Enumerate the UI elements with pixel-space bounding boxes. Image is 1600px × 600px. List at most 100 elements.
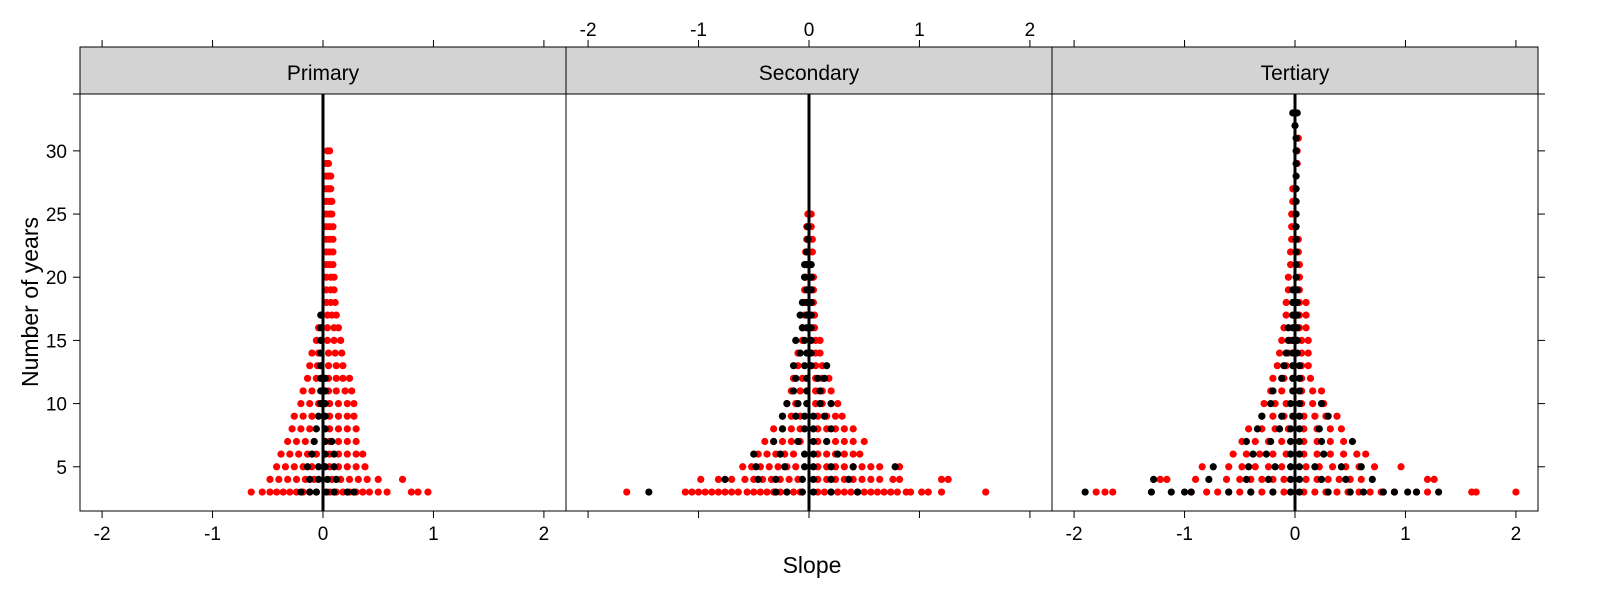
data-point-black	[1317, 399, 1326, 408]
data-point-black	[854, 488, 862, 496]
data-point-black	[1282, 349, 1290, 357]
data-point-red	[352, 450, 360, 458]
data-point-red	[937, 475, 946, 484]
data-point-red	[1191, 475, 1200, 484]
data-point-black	[312, 488, 320, 496]
data-point-red	[765, 463, 773, 471]
x-tick-label-top: 2	[1025, 20, 1036, 41]
data-point-red	[288, 425, 296, 433]
data-point-red	[721, 488, 729, 496]
data-point-red	[893, 488, 901, 496]
strip-background	[79, 46, 567, 95]
data-point-black	[1295, 374, 1304, 382]
data-point-black	[1269, 387, 1277, 395]
data-point-black	[1359, 488, 1368, 496]
data-point-black	[1242, 475, 1250, 484]
data-point-red	[329, 235, 337, 243]
data-point-black	[1311, 463, 1319, 471]
data-point-black	[1286, 475, 1295, 484]
data-point-red	[858, 475, 866, 484]
data-point-red	[343, 412, 351, 420]
data-point-red	[856, 450, 864, 458]
x-tick-label-top: 0	[804, 20, 815, 41]
data-point-black	[1295, 475, 1304, 484]
data-point-black	[752, 463, 760, 471]
data-point-black	[849, 463, 857, 471]
data-point-red	[1313, 450, 1321, 458]
data-point-red	[714, 475, 723, 484]
data-point-red	[1357, 475, 1365, 484]
data-point-black	[1286, 463, 1295, 471]
points-secondary	[623, 210, 990, 496]
data-point-black	[800, 336, 809, 345]
panel-tertiary: Tertiary	[1051, 46, 1539, 512]
data-point-red	[383, 488, 391, 496]
data-point-red	[796, 387, 804, 395]
data-point-red	[770, 425, 778, 433]
data-point-black	[783, 399, 791, 408]
y-tick-label: 10	[46, 395, 67, 416]
data-point-red	[329, 260, 337, 269]
data-point-red	[739, 463, 747, 471]
data-point-black	[1267, 399, 1275, 408]
data-point-black	[1324, 488, 1332, 496]
data-point-red	[308, 349, 316, 357]
data-point-red	[1337, 425, 1345, 433]
data-point-black	[891, 463, 899, 471]
data-point-red	[345, 374, 354, 382]
data-point-red	[918, 488, 926, 496]
data-point-red	[1214, 488, 1222, 496]
data-point-red	[334, 399, 343, 408]
data-point-red	[867, 475, 875, 484]
data-point-black	[1180, 488, 1189, 496]
data-point-red	[1430, 475, 1438, 484]
data-point-black	[1286, 425, 1295, 433]
data-point-red	[1366, 488, 1374, 496]
data-point-red	[328, 197, 336, 206]
data-point-black	[1295, 362, 1304, 370]
data-point-black	[1412, 488, 1421, 496]
data-point-black	[1247, 488, 1255, 496]
data-point-red	[407, 488, 415, 496]
data-point-red	[924, 488, 932, 496]
data-point-red	[329, 248, 337, 256]
data-point-red	[840, 425, 848, 433]
x-tick-label: -2	[94, 524, 111, 545]
data-point-red	[849, 450, 857, 458]
data-point-red	[831, 412, 840, 420]
data-point-red	[330, 286, 338, 294]
data-point-black	[1286, 488, 1295, 496]
data-point-red	[1311, 488, 1319, 496]
data-point-black	[809, 450, 818, 458]
data-point-black	[789, 387, 798, 395]
data-point-red	[341, 387, 349, 395]
data-point-red	[860, 437, 868, 446]
data-point-red	[332, 387, 340, 395]
panel-secondary: Secondary	[565, 46, 1053, 512]
data-point-black	[330, 463, 338, 471]
data-point-black	[809, 437, 818, 446]
data-point-red	[787, 425, 795, 433]
data-point-red	[820, 488, 829, 496]
data-point-red	[348, 387, 356, 395]
data-point-red	[849, 425, 857, 433]
data-point-black	[827, 425, 835, 433]
data-point-black	[1320, 450, 1328, 458]
data-point-red	[1280, 488, 1288, 496]
data-point-red	[1245, 425, 1253, 433]
data-point-black	[754, 475, 762, 484]
data-point-red	[1198, 463, 1206, 471]
data-point-black	[772, 488, 780, 496]
data-point-red	[365, 488, 373, 496]
data-point-red	[279, 488, 287, 496]
data-point-black	[789, 362, 798, 370]
x-tick-label-top: -2	[580, 20, 597, 41]
x-tick-label: -1	[204, 524, 221, 545]
data-point-red	[778, 437, 787, 446]
data-point-red	[701, 488, 709, 496]
data-point-red	[840, 450, 848, 458]
strip-label-primary: Primary	[287, 62, 360, 85]
data-point-black	[809, 425, 818, 433]
